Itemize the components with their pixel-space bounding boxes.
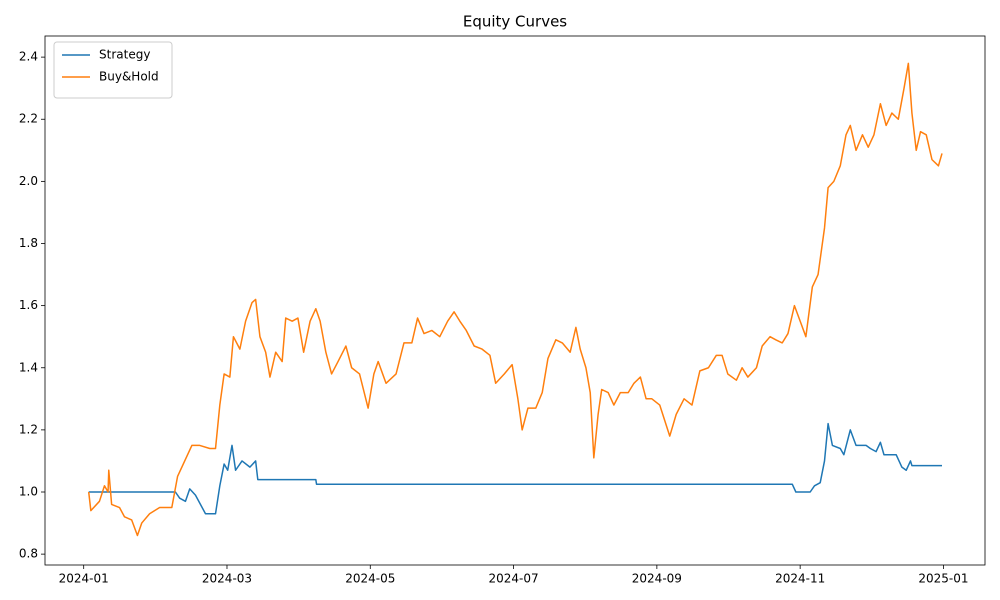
- x-tick-label: 2024-03: [202, 572, 252, 586]
- y-tick-label: 1.0: [19, 485, 38, 499]
- plot-frame: [44, 35, 986, 566]
- legend-box: [53, 41, 173, 99]
- x-tick-label: 2024-09: [632, 572, 682, 586]
- y-tick-label: 1.6: [19, 298, 38, 312]
- y-tick-label: 2.0: [19, 174, 38, 188]
- y-tick-label: 0.8: [19, 547, 38, 561]
- chart-title: Equity Curves: [463, 13, 567, 31]
- y-tick-label: 1.2: [19, 422, 38, 436]
- x-tick-label: 2024-11: [775, 572, 825, 586]
- x-tick-label: 2024-05: [345, 572, 395, 586]
- y-tick-label: 2.2: [19, 112, 38, 126]
- series-line: [87, 62, 943, 537]
- x-tick-label: 2025-01: [918, 572, 968, 586]
- y-tick-label: 1.8: [19, 236, 38, 250]
- series-line: [88, 422, 943, 515]
- legend-label: Strategy: [99, 48, 150, 62]
- legend-label: Buy&Hold: [99, 70, 159, 84]
- x-tick-label: 2024-07: [488, 572, 538, 586]
- legend: Strategy Buy&Hold: [53, 41, 173, 99]
- y-tick-label: 1.4: [19, 360, 38, 374]
- x-tick-label: 2024-01: [59, 572, 109, 586]
- y-tick-label: 2.4: [19, 50, 38, 64]
